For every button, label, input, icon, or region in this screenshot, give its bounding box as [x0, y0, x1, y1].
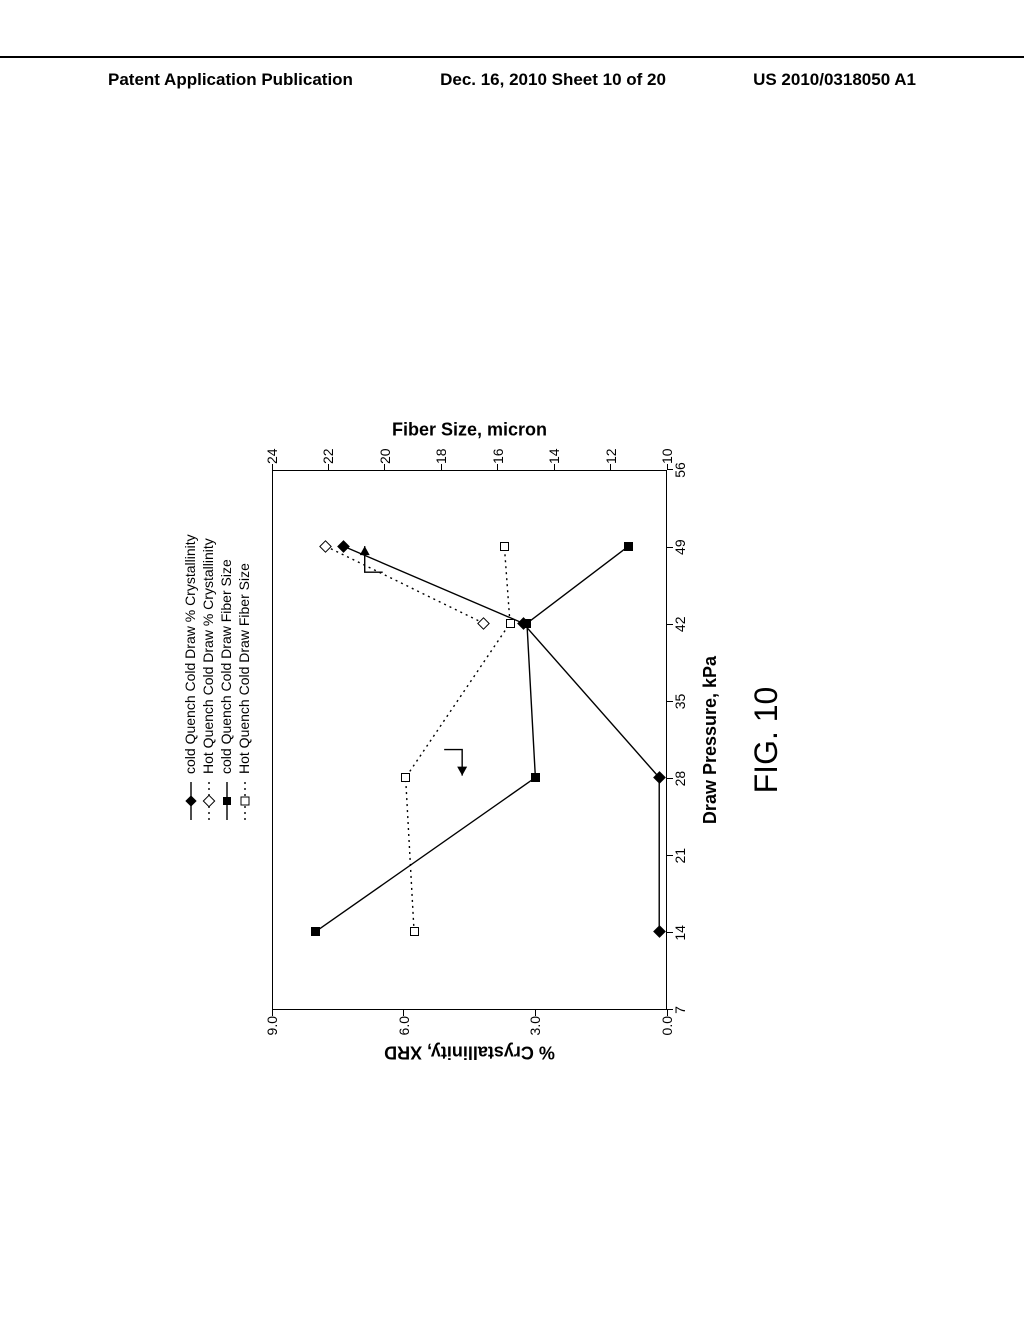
- x-tick: 28: [672, 771, 688, 787]
- y-right-tick-mark: [497, 464, 498, 470]
- x-tick-mark: [667, 547, 673, 548]
- legend-swatch-diamond-filled-solid: [184, 782, 198, 820]
- legend-swatch-square-open-dotted: [238, 782, 252, 820]
- page-header: Patent Application Publication Dec. 16, …: [0, 70, 1024, 90]
- marker-square-open: [401, 773, 410, 782]
- figure-caption-text: FIG. 10: [748, 687, 784, 794]
- legend-swatch-diamond-open-dotted: [202, 782, 216, 820]
- x-tick: 42: [672, 617, 688, 633]
- legend-item: cold Quench Cold Draw % Crystallinity: [182, 534, 200, 820]
- y-right-tick-mark: [441, 464, 442, 470]
- marker-square-filled: [624, 542, 633, 551]
- x-tick-mark: [667, 778, 673, 779]
- legend-item: Hot Quench Cold Draw Fiber Size: [236, 534, 254, 820]
- legend-label: cold Quench Cold Draw Fiber Size: [218, 559, 236, 774]
- header-left: Patent Application Publication: [108, 70, 353, 90]
- y-right-tick-mark: [554, 464, 555, 470]
- y-right-tick: 24: [264, 448, 280, 464]
- header-center: Dec. 16, 2010 Sheet 10 of 20: [440, 70, 666, 90]
- y-left-tick-mark: [403, 1010, 404, 1016]
- x-tick: 14: [672, 925, 688, 941]
- y-right-tick: 14: [546, 448, 562, 464]
- y-left-tick-mark: [272, 1010, 273, 1016]
- y-right-tick: 18: [433, 448, 449, 464]
- legend-swatch-square-filled-solid: [220, 782, 234, 820]
- legend-item: Hot Quench Cold Draw % Crystallinity: [200, 534, 218, 820]
- y-left-tick: 6.0: [396, 1016, 412, 1050]
- y-right-tick-mark: [384, 464, 385, 470]
- arrow-left: [444, 750, 467, 776]
- legend-item: cold Quench Cold Draw Fiber Size: [218, 534, 236, 820]
- x-tick: 21: [672, 848, 688, 864]
- y-left-tick: 0.0: [659, 1016, 675, 1050]
- y-right-tick-mark: [272, 464, 273, 470]
- arrow-right: [360, 546, 383, 572]
- x-tick-mark: [667, 624, 673, 625]
- plot-area: [272, 470, 667, 1010]
- figure-caption: FIG. 10: [748, 470, 785, 1010]
- y-right-tick: 16: [490, 448, 506, 464]
- x-tick: 7: [672, 1006, 688, 1014]
- x-tick-mark: [667, 470, 673, 471]
- marker-square-filled: [531, 773, 540, 782]
- figure-container: cold Quench Cold Draw % Crystallinity Ho…: [0, 180, 1024, 1180]
- y-left-tick-mark: [535, 1010, 536, 1016]
- legend-label: cold Quench Cold Draw % Crystallinity: [182, 534, 200, 774]
- marker-square-filled: [522, 619, 531, 628]
- x-tick-mark: [667, 855, 673, 856]
- x-label-text: Draw Pressure, kPa: [700, 656, 720, 824]
- x-tick: 35: [672, 694, 688, 710]
- marker-square-open: [500, 542, 509, 551]
- x-tick: 56: [672, 462, 688, 478]
- y-left-tick: 3.0: [527, 1016, 543, 1050]
- marker-square-open: [506, 619, 515, 628]
- legend-label: Hot Quench Cold Draw % Crystallinity: [200, 538, 218, 774]
- legend-label: Hot Quench Cold Draw Fiber Size: [236, 563, 254, 774]
- y-right-tick: 12: [603, 448, 619, 464]
- figure-rotated-group: cold Quench Cold Draw % Crystallinity Ho…: [192, 290, 832, 1070]
- plot-svg: [273, 471, 666, 1009]
- y-right-tick: 22: [320, 448, 336, 464]
- y-right-tick-mark: [328, 464, 329, 470]
- y-right-tick-mark: [610, 464, 611, 470]
- chart-legend: cold Quench Cold Draw % Crystallinity Ho…: [182, 534, 254, 820]
- header-right: US 2010/0318050 A1: [753, 70, 916, 90]
- y-right-tick: 10: [659, 448, 675, 464]
- y-right-tick-mark: [667, 464, 668, 470]
- x-axis-label: Draw Pressure, kPa: [700, 470, 721, 1010]
- y-right-tick: 20: [377, 448, 393, 464]
- x-tick-mark: [667, 932, 673, 933]
- y-right-label-text: Fiber Size, micron: [392, 420, 547, 441]
- x-tick: 49: [672, 539, 688, 555]
- header-rule: [0, 56, 1024, 58]
- marker-square-open: [410, 927, 419, 936]
- y-left-tick: 9.0: [264, 1016, 280, 1050]
- y-left-tick-mark: [667, 1010, 668, 1016]
- marker-square-filled: [311, 927, 320, 936]
- x-tick-mark: [667, 1010, 673, 1011]
- x-tick-mark: [667, 701, 673, 702]
